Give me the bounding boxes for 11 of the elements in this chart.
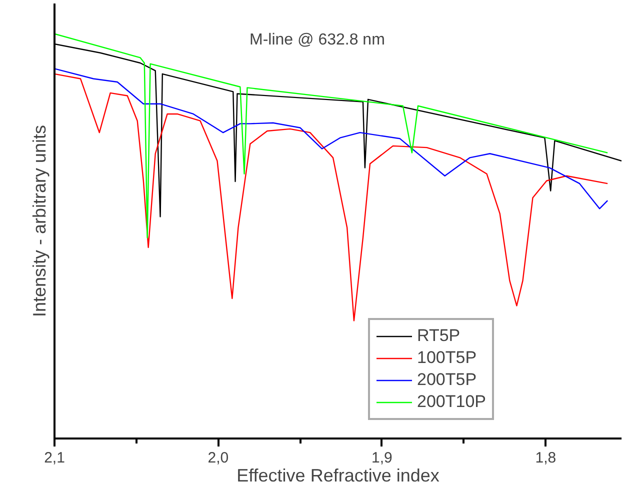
x-axis-title: Effective Refractive index	[236, 466, 440, 486]
x-tick-label: 2,1	[44, 450, 65, 466]
x-tick-label: 2,0	[208, 450, 229, 466]
annotation: M-line @ 632.8 nm	[250, 32, 385, 48]
x-tick-label: 1,9	[372, 450, 392, 466]
legend-label: 100T5P	[417, 348, 477, 368]
y-axis-title: Intensity - arbitrary units	[30, 124, 50, 318]
legend-label: 200T5P	[417, 370, 477, 390]
legend-label: 200T10P	[417, 392, 486, 412]
legend-label: RT5P	[417, 326, 460, 346]
x-tick-label: 1,8	[535, 450, 556, 466]
